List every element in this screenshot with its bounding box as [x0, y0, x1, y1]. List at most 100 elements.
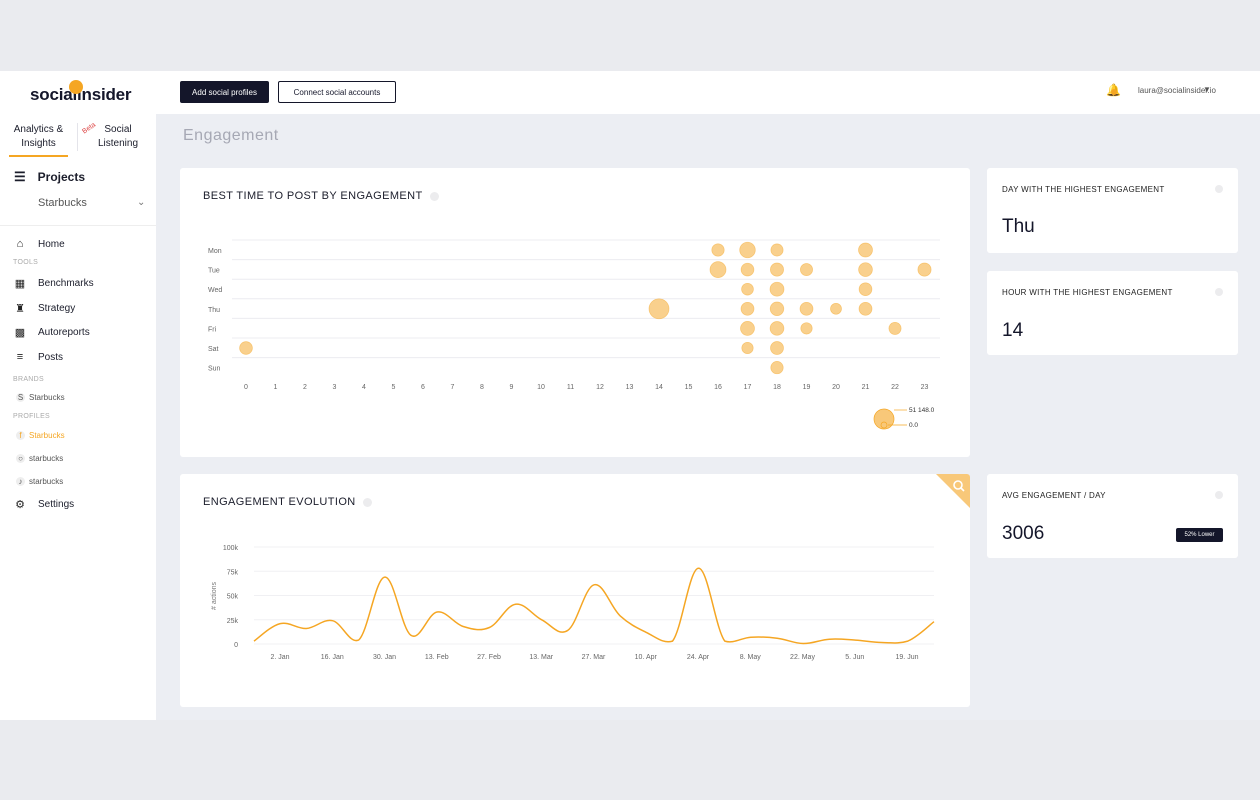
x-tick-label: 5. Jun [845, 654, 864, 661]
sidebar-item-settings[interactable]: ⚙ Settings [14, 498, 74, 511]
y-tick-label: Fri [208, 326, 217, 333]
best-time-title-text: BEST TIME TO POST BY ENGAGEMENT [203, 190, 423, 202]
logo[interactable]: socialinsider [30, 80, 132, 105]
profile-item-facebook[interactable]: f Starbucks [16, 431, 65, 440]
logo-dot-icon [69, 80, 83, 94]
app: socialinsider Analytics & Insights Socia… [0, 71, 1260, 720]
user-menu[interactable]: laura@socialinsider.io [1138, 86, 1216, 95]
info-icon[interactable] [1215, 491, 1223, 499]
brand-icon: S [16, 393, 25, 402]
info-icon[interactable] [1215, 288, 1223, 296]
bubble-point [800, 322, 813, 335]
bubble-point [740, 262, 755, 277]
profile-item-instagram[interactable]: ○ starbucks [16, 454, 63, 463]
kpi-card-day: DAY WITH THE HIGHEST ENGAGEMENT Thu [987, 168, 1238, 253]
brand-item-starbucks[interactable]: S Starbucks [16, 393, 65, 402]
x-tick-label: 20 [832, 384, 840, 391]
bubble-point [858, 262, 873, 277]
x-tick-label: 11 [567, 384, 574, 391]
projects-label: Projects [37, 170, 86, 184]
kpi-value: Thu [1002, 216, 1035, 237]
tab-analytics-insights[interactable]: Analytics & Insights [9, 123, 68, 157]
x-tick-label: 23 [921, 384, 929, 391]
profile-item-tiktok[interactable]: ♪ starbucks [16, 477, 63, 486]
x-tick-label: 19 [803, 384, 811, 391]
x-tick-label: 5 [392, 384, 396, 391]
bubble-point [858, 301, 873, 316]
bubble-point [741, 341, 754, 355]
bubble-point [830, 302, 842, 315]
top-bar: Add social profiles Connect social accou… [156, 71, 1260, 114]
x-tick-label: 22. May [790, 654, 815, 661]
sidebar-item-home[interactable]: ⌂ Home [14, 238, 65, 250]
y-tick-label: Mon [208, 248, 222, 255]
x-tick-label: 3 [333, 384, 337, 391]
x-tick-label: 8 [480, 384, 484, 391]
bubble-point [858, 282, 873, 296]
y-tick-label: Wed [208, 287, 222, 294]
y-tick-label: 75k [227, 569, 239, 576]
sidebar-item-strategy[interactable]: ♜ Strategy [14, 302, 75, 315]
sidebar-item-posts[interactable]: ≡ Posts [14, 351, 63, 363]
y-tick-label: Sat [208, 346, 219, 353]
info-icon[interactable] [362, 497, 372, 507]
x-tick-label: 13 [626, 384, 634, 391]
add-social-profiles-button[interactable]: Add social profiles [180, 81, 269, 103]
y-tick-label: Sun [208, 366, 221, 373]
bubble-point [799, 301, 814, 316]
bubble-point [769, 281, 785, 297]
x-tick-label: 13. Mar [529, 654, 553, 661]
info-icon[interactable] [1215, 185, 1223, 193]
bubble-point [770, 262, 784, 277]
project-selector[interactable]: Starbucks [38, 197, 87, 209]
bubble-point [917, 262, 932, 277]
x-tick-label: 8. May [740, 654, 762, 661]
size-legend-max-bubble [873, 408, 895, 430]
bubble-point [770, 341, 784, 355]
layers-icon: ☰ [14, 169, 26, 184]
kpi-value: 3006 [1002, 523, 1045, 544]
profile-label: starbucks [29, 454, 64, 463]
sidebar-item-benchmarks[interactable]: ▦ Benchmarks [14, 277, 94, 290]
caret-down-icon[interactable]: ▼ [1203, 85, 1211, 94]
connect-social-accounts-button[interactable]: Connect social accounts [278, 81, 396, 103]
kpi-label: DAY WITH THE HIGHEST ENGAGEMENT [1002, 185, 1165, 194]
sidebar-item-autoreports[interactable]: ▩ Autoreports [14, 326, 90, 339]
y-axis-label: # actions [211, 581, 218, 610]
info-icon[interactable] [429, 191, 439, 201]
x-tick-label: 24. Apr [687, 654, 710, 661]
x-tick-label: 2 [303, 384, 307, 391]
kpi-value: 14 [1002, 320, 1024, 341]
tools-section-label: TOOLS [13, 259, 39, 266]
x-tick-label: 17 [744, 384, 752, 391]
bubble-point [239, 341, 253, 355]
comparison-badge: 52% Lower [1176, 528, 1223, 542]
x-tick-label: 10. Apr [635, 654, 658, 661]
chevron-down-icon[interactable]: ⌄ [137, 197, 146, 208]
best-time-title: BEST TIME TO POST BY ENGAGEMENT [203, 190, 439, 202]
kpi-label: AVG ENGAGEMENT / DAY [1002, 491, 1106, 500]
tab-analytics-line2: Insights [21, 138, 56, 149]
engagement-series-line [253, 567, 935, 645]
bubble-point [770, 243, 784, 257]
size-legend-max-label: 51 148.0 [909, 407, 935, 414]
notification-badge [1111, 89, 1117, 95]
projects-header[interactable]: ☰ Projects [14, 169, 85, 185]
x-tick-label: 22 [891, 384, 899, 391]
y-tick-label: 25k [227, 618, 239, 625]
x-tick-label: 15 [685, 384, 693, 391]
x-tick-label: 10 [537, 384, 545, 391]
x-tick-label: 16. Jan [321, 654, 344, 661]
y-tick-label: Tue [208, 268, 220, 275]
x-tick-label: 19. Jun [896, 654, 919, 661]
zoom-corner-button[interactable] [936, 474, 970, 508]
x-tick-label: 6 [421, 384, 425, 391]
bubble-point [740, 321, 755, 336]
y-tick-label: 100k [223, 545, 239, 552]
x-tick-label: 1 [274, 384, 278, 391]
sidebar-item-label: Settings [38, 499, 75, 510]
tab-social-listening[interactable]: Social Listening [98, 123, 138, 151]
notifications-bell-icon[interactable]: 🔔 [1106, 83, 1121, 97]
chess-icon: ♜ [15, 303, 25, 315]
